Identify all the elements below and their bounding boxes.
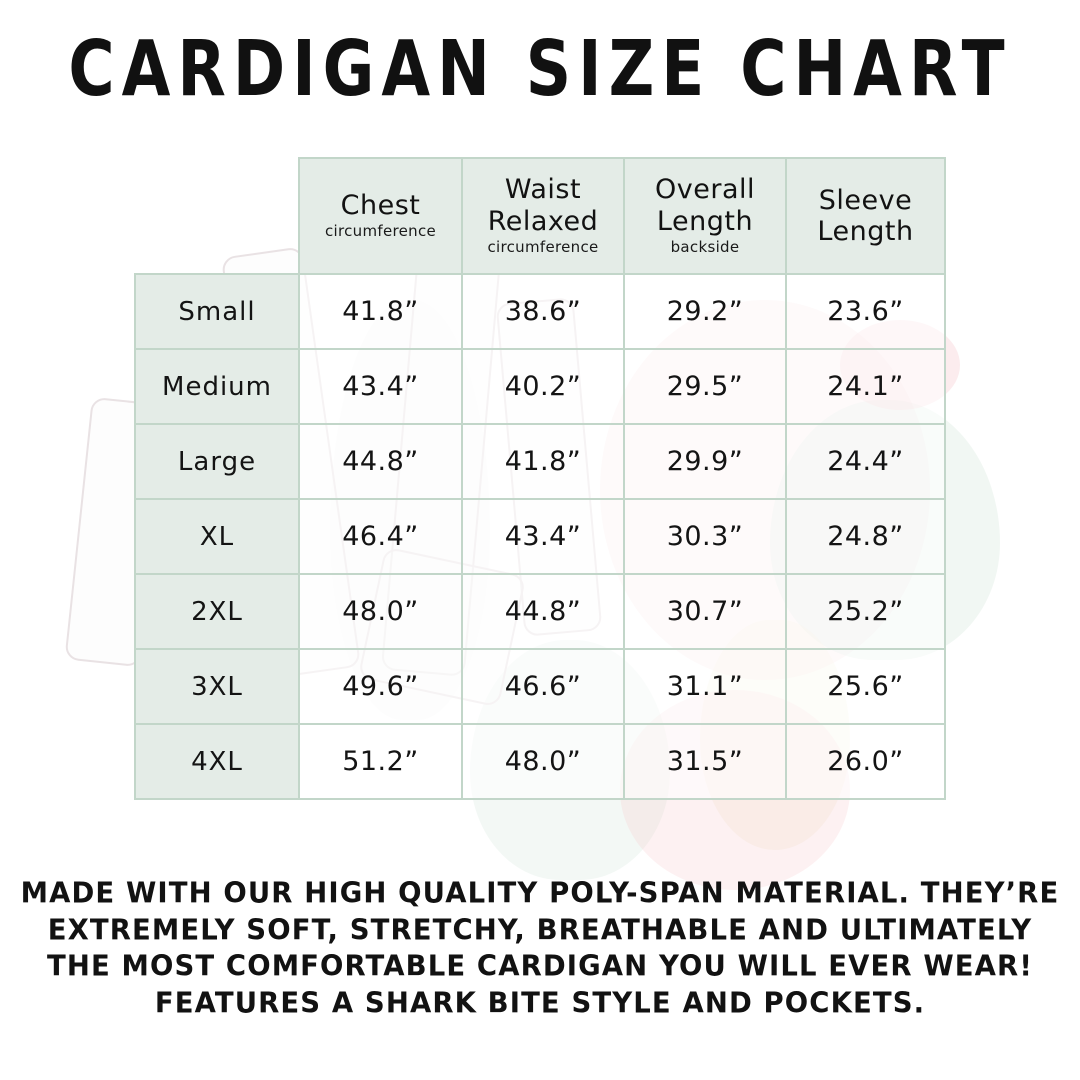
cell-size: Large: [134, 423, 300, 500]
cell-waist: 44.8”: [461, 573, 625, 650]
cell-size: Medium: [134, 348, 300, 425]
table-row: XL 46.4” 43.4” 30.3” 24.8”: [134, 498, 946, 575]
cell-sleeve-length: 25.2”: [785, 573, 946, 650]
cell-overall-length: 29.5”: [623, 348, 787, 425]
cell-chest: 48.0”: [298, 573, 463, 650]
cell-chest: 41.8”: [298, 273, 463, 350]
cell-chest: 51.2”: [298, 723, 463, 800]
cell-sleeve-length: 24.1”: [785, 348, 946, 425]
table-body: Small 41.8” 38.6” 29.2” 23.6” Medium 43.4” 40.2…: [134, 273, 946, 800]
table-row: 3XL 49.6” 46.6” 31.1” 25.6”: [134, 648, 946, 725]
column-header-chest-main: Chest: [340, 190, 421, 222]
cell-overall-length: 29.2”: [623, 273, 787, 350]
table-corner-cell: [135, 158, 299, 274]
cell-chest: 49.6”: [298, 648, 463, 725]
cell-sleeve-length: 24.8”: [785, 498, 946, 575]
cell-waist: 48.0”: [461, 723, 625, 800]
cell-waist: 41.8”: [461, 423, 625, 500]
cell-size: XL: [134, 498, 300, 575]
cell-overall-length: 31.1”: [623, 648, 787, 725]
column-header-chest-sub: circumference: [324, 222, 437, 241]
table-row: Small 41.8” 38.6” 29.2” 23.6”: [134, 273, 946, 350]
column-header-overall-length: Overall Length backside: [623, 157, 787, 275]
column-header-waist: Waist Relaxed circumference: [461, 157, 625, 275]
cell-sleeve-length: 26.0”: [785, 723, 946, 800]
cell-overall-length: 30.7”: [623, 573, 787, 650]
cell-sleeve-length: 25.6”: [785, 648, 946, 725]
column-header-chest: Chest circumference: [298, 157, 463, 275]
table-row: 2XL 48.0” 44.8” 30.7” 25.2”: [134, 573, 946, 650]
cell-waist: 38.6”: [461, 273, 625, 350]
table-row: 4XL 51.2” 48.0” 31.5” 26.0”: [134, 723, 946, 800]
column-header-length-sub: backside: [670, 238, 740, 257]
footer-description: MADE WITH OUR HIGH QUALITY POLY-SPAN MAT…: [0, 875, 1080, 1021]
cell-chest: 46.4”: [298, 498, 463, 575]
column-header-waist-main-2: Relaxed: [487, 205, 599, 237]
cell-sleeve-length: 24.4”: [785, 423, 946, 500]
table-header-row: Chest circumference Waist Relaxed circum…: [135, 157, 946, 275]
table-row: Large 44.8” 41.8” 29.9” 24.4”: [134, 423, 946, 500]
column-header-length-main-2: Length: [656, 205, 754, 237]
footer-line-2: EXTREMELY SOFT, STRETCHY, BREATHABLE AND…: [47, 912, 1033, 947]
cell-size: 4XL: [134, 723, 300, 800]
cell-overall-length: 31.5”: [623, 723, 787, 800]
column-header-waist-main-1: Waist: [504, 174, 582, 206]
size-chart-table: Chest circumference Waist Relaxed circum…: [134, 157, 946, 800]
footer-line-3: THE MOST COMFORTABLE CARDIGAN YOU WILL E…: [47, 949, 1033, 983]
footer-line-4: FEATURES A SHARK BITE STYLE AND POCKETS.: [154, 985, 926, 1020]
cell-sleeve-length: 23.6”: [785, 273, 946, 350]
cell-overall-length: 29.9”: [623, 423, 787, 500]
column-header-waist-sub: circumference: [487, 238, 599, 257]
cell-waist: 40.2”: [461, 348, 625, 425]
cell-chest: 43.4”: [298, 348, 463, 425]
cell-size: 2XL: [134, 573, 300, 650]
cell-waist: 46.6”: [461, 648, 625, 725]
page-title: CARDIGAN SIZE CHART: [68, 24, 1012, 114]
footer-line-1: MADE WITH OUR HIGH QUALITY POLY-SPAN MAT…: [20, 876, 1060, 910]
column-header-length-main-1: Overall: [655, 174, 755, 206]
cell-size: 3XL: [134, 648, 300, 725]
cell-waist: 43.4”: [461, 498, 625, 575]
column-header-sleeve-length: Sleeve Length: [785, 157, 946, 275]
column-header-sleeve-main-1: Sleeve: [818, 184, 913, 216]
column-header-sleeve-main-2: Length: [817, 216, 914, 247]
cell-chest: 44.8”: [298, 423, 463, 500]
cell-overall-length: 30.3”: [623, 498, 787, 575]
table-row: Medium 43.4” 40.2” 29.5” 24.1”: [134, 348, 946, 425]
cell-size: Small: [134, 273, 300, 350]
